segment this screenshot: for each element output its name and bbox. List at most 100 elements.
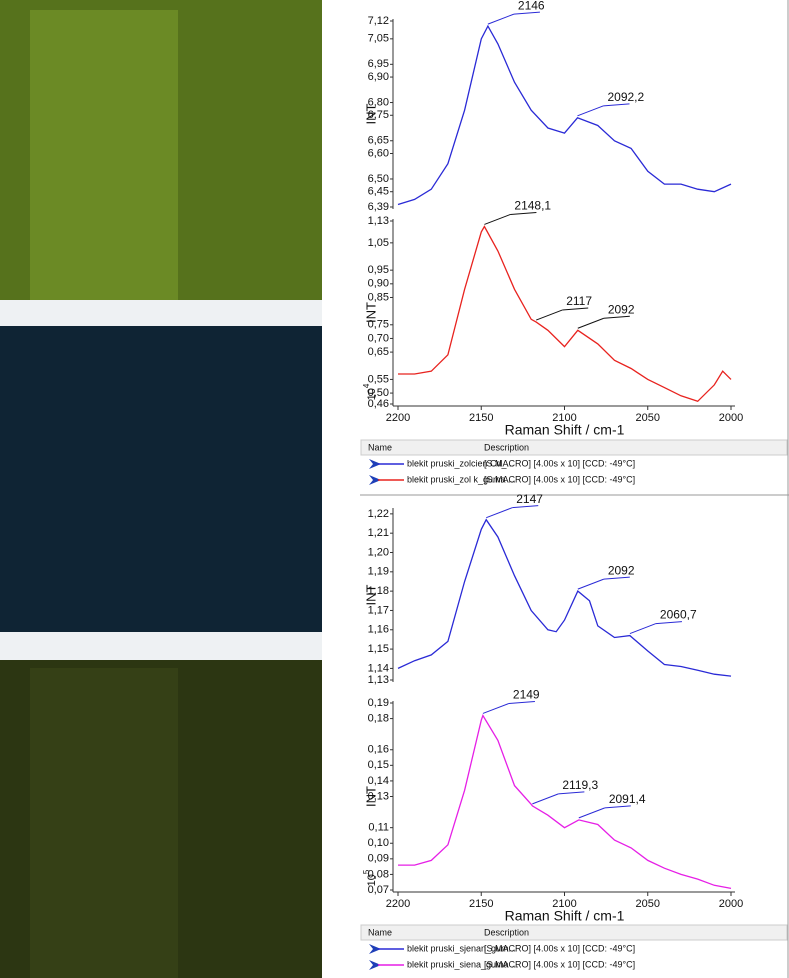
y-tick-label: 0,19	[368, 697, 389, 709]
multiplier-base: 10	[366, 388, 378, 400]
axis-multiplier: 105	[362, 869, 378, 886]
peak-label: 2060,7	[660, 608, 697, 622]
legend-description: [S.MACRO] [4.00s x 10] [CCD: -49°C]	[484, 474, 635, 484]
legend-description: [S.MACRO] [4.00s x 10] [CCD: -49°C]	[484, 959, 635, 969]
x-tick-label: 2200	[386, 412, 410, 424]
y-tick-label: 6,50	[368, 173, 389, 185]
white-gap	[0, 632, 322, 662]
peak-leader	[577, 105, 604, 117]
x-axis-label: Raman Shift / cm-1	[505, 422, 625, 438]
legend-description: [S.MACRO] [4.00s x 10] [CCD: -49°C]	[484, 943, 635, 953]
y-axis-label: INT	[363, 103, 378, 124]
y-tick-label: 6,90	[368, 71, 389, 83]
peak-leader	[532, 793, 559, 805]
peak-label: 2092	[608, 563, 635, 577]
y-tick-label: 1,15	[368, 643, 389, 655]
legend-name: blekit pruski_zolcien Cd_...	[407, 458, 514, 468]
y-tick-label: 7,12	[368, 15, 389, 27]
y-tick-label: 0,09	[368, 853, 389, 865]
peak-leader-tail	[510, 211, 537, 215]
peak-leader	[629, 623, 657, 635]
y-tick-label: 0,90	[368, 278, 389, 290]
row-arrow-icon	[369, 960, 381, 970]
x-axis-label: Raman Shift / cm-1	[505, 908, 625, 924]
y-tick-label: 6,75	[368, 109, 389, 121]
y-tick-label: 6,65	[368, 135, 389, 147]
y-tick-label: 0,08	[368, 868, 389, 880]
row-arrow-icon	[369, 459, 381, 469]
multiplier-base: 10	[366, 874, 378, 886]
y-tick-label: 1,18	[368, 585, 389, 597]
header-name: Name	[368, 927, 392, 937]
olive-stripe-light	[30, 668, 178, 978]
legend-row[interactable]: blekit pruski_zolcien Cd_...[S.MACRO] [4…	[369, 458, 635, 469]
peak-leader-tail	[512, 505, 539, 509]
row-arrow-icon	[369, 475, 381, 485]
peak-leader-tail	[603, 103, 630, 107]
peak-leader	[484, 213, 511, 225]
row-arrow-icon	[369, 944, 381, 954]
spectrum-line	[397, 24, 732, 206]
y-tick-label: 1,16	[368, 624, 389, 636]
legend-row[interactable]: blekit pruski_zol k_guma ...[S.MACRO] [4…	[369, 474, 635, 485]
y-tick-label: 0,13	[368, 790, 389, 802]
navy-stripe	[0, 326, 322, 638]
peak-leader-tail	[603, 315, 630, 319]
y-tick-label: 6,95	[368, 58, 389, 70]
y-tick-label: 0,65	[368, 346, 389, 358]
y-tick-label: 0,14	[368, 775, 389, 787]
table-header-bg	[360, 439, 788, 456]
legend-row[interactable]: blekit pruski_sjenan_gum...[S.MACRO] [4.…	[369, 943, 635, 954]
legend-name: blekit pruski_zol k_guma ...	[407, 474, 516, 484]
table-header-bg	[360, 924, 788, 941]
y-tick-label: 1,13	[368, 215, 389, 227]
peak-leader	[487, 13, 515, 25]
x-tick-label: 2100	[552, 898, 576, 910]
sample-photo	[0, 0, 322, 978]
y-tick-label: 7,05	[368, 33, 389, 45]
peak-leader-tail	[513, 11, 540, 15]
peak-leader	[577, 578, 604, 590]
y-tick-label: 1,22	[368, 508, 389, 520]
spectrum-line	[397, 518, 732, 677]
y-axis-label: INT	[363, 584, 378, 605]
peak-label: 2149	[513, 688, 540, 702]
x-tick-label: 2000	[719, 412, 743, 424]
peak-label: 2146	[518, 0, 545, 12]
x-tick-label: 2050	[636, 898, 660, 910]
legend-row[interactable]: blekit pruski_siena_guma ...[S.MACRO] [4…	[369, 959, 635, 970]
spectrum-line	[398, 225, 732, 403]
header-description: Description	[484, 442, 529, 452]
peak-leader-tail	[508, 700, 535, 704]
y-tick-label: 0,46	[368, 398, 389, 410]
y-tick-label: 0,15	[368, 759, 389, 771]
multiplier-exponent: 4	[362, 383, 371, 388]
y-tick-label: 0,55	[368, 373, 389, 385]
y-tick-label: 0,16	[368, 744, 389, 756]
y-tick-label: 1,13	[368, 674, 389, 686]
peak-leader-tail	[604, 805, 631, 809]
peak-leader	[486, 507, 513, 519]
peak-label: 2148,1	[514, 199, 551, 213]
y-tick-label: 0,07	[368, 884, 389, 896]
peak-label: 2119,3	[562, 778, 598, 792]
peak-leader	[482, 703, 510, 714]
plots: 7,12 7,05 6,956,90 6,806,75 6,656,60 6,506,45…	[360, 0, 788, 970]
x-tick-label: 2150	[469, 898, 493, 910]
legend-name: blekit pruski_siena_guma ...	[407, 959, 519, 969]
y-tick-label: 0,95	[368, 264, 389, 276]
peak-label: 2091,4	[609, 792, 646, 806]
x-tick-label: 2050	[636, 412, 660, 424]
y-tick-label: 1,21	[368, 527, 389, 539]
y-tick-label: 6,45	[368, 186, 389, 198]
peak-leader	[577, 317, 604, 329]
y-tick-label: 0,18	[368, 712, 389, 724]
legend-name: blekit pruski_sjenan_gum...	[407, 943, 516, 953]
peak-leader-tail	[558, 791, 585, 795]
y-tick-label: 1,19	[368, 566, 389, 578]
header-name: Name	[368, 442, 392, 452]
peak-label: 2092	[608, 302, 635, 316]
y-tick-label: 6,39	[368, 201, 389, 213]
axis-multiplier: 104	[362, 383, 378, 400]
